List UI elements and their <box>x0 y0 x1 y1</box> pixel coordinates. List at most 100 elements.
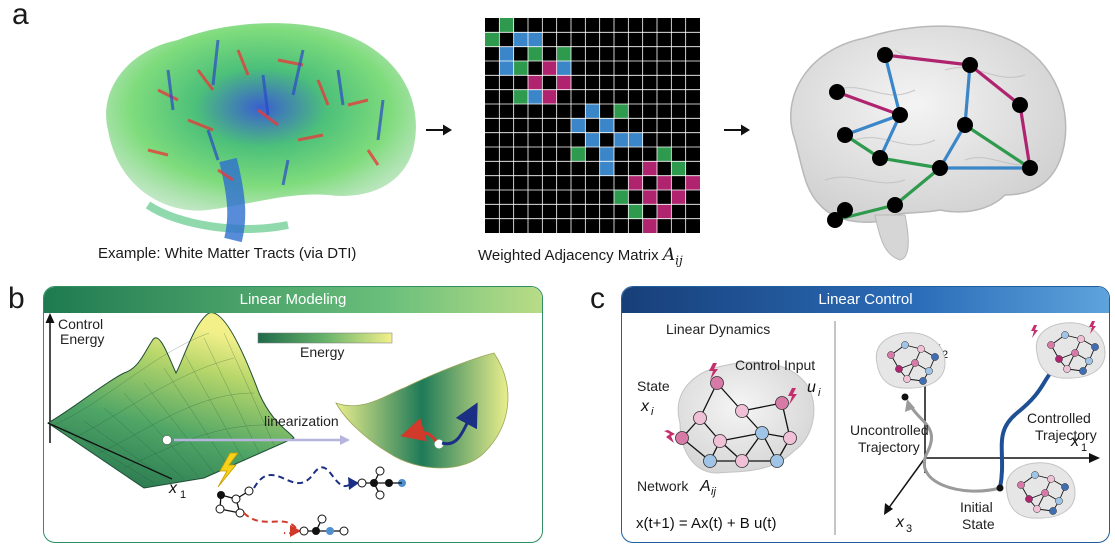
arrow-right-icon <box>724 124 750 136</box>
brain-network-edge <box>1018 103 1032 170</box>
brain-outline <box>790 25 1067 223</box>
uncontrolled-end-brain <box>875 332 946 389</box>
brain-network-node <box>892 107 908 123</box>
matrix-cell <box>528 75 543 90</box>
matrix-cell <box>513 61 528 76</box>
matrix-cell <box>657 175 672 190</box>
brain-network-edge <box>843 113 902 137</box>
brain-network-node <box>957 117 973 133</box>
linear-dynamics-title: Linear Dynamics <box>666 321 770 337</box>
brain-network-node <box>1012 97 1028 113</box>
axis-x1-sub: 1 <box>1081 442 1087 454</box>
matrix-cell <box>628 132 643 147</box>
axis-x3 <box>887 457 926 510</box>
brain-network-edge <box>938 123 967 170</box>
state-symbol: x <box>640 398 650 415</box>
matrix-cell <box>628 175 643 190</box>
control-sub: i <box>818 387 821 399</box>
controlled-line2: Trajectory <box>1035 427 1097 443</box>
energy-landscape-surface <box>47 313 295 489</box>
matrix-cell <box>499 46 514 61</box>
matrix-cell <box>585 132 600 147</box>
initial-state-line1: Initial <box>960 499 993 515</box>
brain-network-edge <box>963 63 972 127</box>
linear-control-header: Linear Control <box>622 287 1109 313</box>
matrix-cell <box>556 75 571 90</box>
matrix-cell <box>556 46 571 61</box>
matrix-cell <box>571 147 586 162</box>
matrix-cell <box>542 61 557 76</box>
axis-x2-sub: 2 <box>942 349 948 361</box>
matrix-cell <box>642 161 657 176</box>
network-symbol: A <box>699 478 711 495</box>
brain-network-edge <box>968 63 1022 107</box>
matrix-cell <box>599 147 614 162</box>
control-input-lightning-icon <box>664 430 675 443</box>
matrix-cell <box>614 190 629 205</box>
matrix-cell <box>671 161 686 176</box>
dynamics-network-node <box>755 426 769 440</box>
y-label-line2: Energy <box>60 331 104 347</box>
dynamics-network-node <box>770 454 784 468</box>
initial-state-line2: State <box>962 516 995 532</box>
state-sub: i <box>651 406 654 418</box>
brain-network-node <box>837 127 853 143</box>
matrix-cell <box>585 104 600 119</box>
matrix-cell <box>657 204 672 219</box>
matrix-cell <box>642 218 657 233</box>
control-input-lightning-icon <box>1089 321 1096 334</box>
dynamics-network-edge <box>719 432 763 442</box>
x1-label: x <box>168 480 178 497</box>
matrix-cell <box>571 118 586 133</box>
matrix-cell <box>528 46 543 61</box>
matrix-caption-text: Weighted Adjacency Matrix <box>478 247 659 264</box>
uncontrolled-push-arrow <box>400 418 438 442</box>
white-matter-tracts-image <box>106 23 416 242</box>
panel-c-letter: c <box>590 282 605 315</box>
initial-state-point <box>996 484 1004 492</box>
local-minimum-point <box>162 435 172 445</box>
matrix-cell <box>685 175 700 190</box>
panel-b-letter: b <box>8 282 25 315</box>
network-label: Network <box>637 478 689 494</box>
matrix-cell <box>614 132 629 147</box>
matrix-cell <box>528 89 543 104</box>
adjacency-matrix <box>485 18 700 233</box>
quadratic-bowl-surface <box>335 352 509 469</box>
matrix-caption: Weighted Adjacency Matrix Aij <box>478 245 683 267</box>
energy-colorbar <box>257 332 393 344</box>
red-trajectory-dashed <box>243 512 297 535</box>
dynamics-equation: x(t+1) = Ax(t) + B u(t) <box>636 515 776 532</box>
uncontrolled-trajectory <box>910 407 1001 493</box>
bowl-minimum-point <box>434 439 444 449</box>
uncontrolled-line1: Uncontrolled <box>850 422 929 438</box>
matrix-cell <box>599 118 614 133</box>
brain-network-edge <box>893 166 942 207</box>
brain-network-node <box>877 47 893 63</box>
control-input-lightning-icon <box>788 388 797 405</box>
blue-trajectory-dashed <box>253 466 350 489</box>
dynamics-network-node <box>775 396 789 410</box>
brain-network-node <box>827 212 843 228</box>
dynamics-network-node <box>735 454 749 468</box>
tracts-caption: Example: White Matter Tracts (via DTI) <box>98 245 357 262</box>
state-label: State <box>637 378 670 394</box>
axis-x3-sub: 3 <box>906 523 912 535</box>
matrix-cell <box>499 18 514 33</box>
controlled-trajectory <box>998 369 1054 489</box>
matrix-cell <box>513 89 528 104</box>
colorbar-label: Energy <box>300 344 344 360</box>
matrix-cell <box>513 32 528 47</box>
matrix-cell <box>599 161 614 176</box>
controlled-line1: Controlled <box>1027 410 1091 426</box>
brain-network-node <box>872 150 888 166</box>
brain-network-edge <box>883 53 902 117</box>
energy-landscape-figure: Control Energy x 1 Energy linearization <box>45 313 509 537</box>
brain-network-edge <box>835 90 902 117</box>
matrix-cell <box>642 190 657 205</box>
control-input-lightning-icon <box>709 363 718 380</box>
matrix-cell <box>499 61 514 76</box>
y-label-line1: Control <box>58 316 103 332</box>
matrix-cell <box>542 89 557 104</box>
lightning-bolt-icon <box>217 452 239 488</box>
